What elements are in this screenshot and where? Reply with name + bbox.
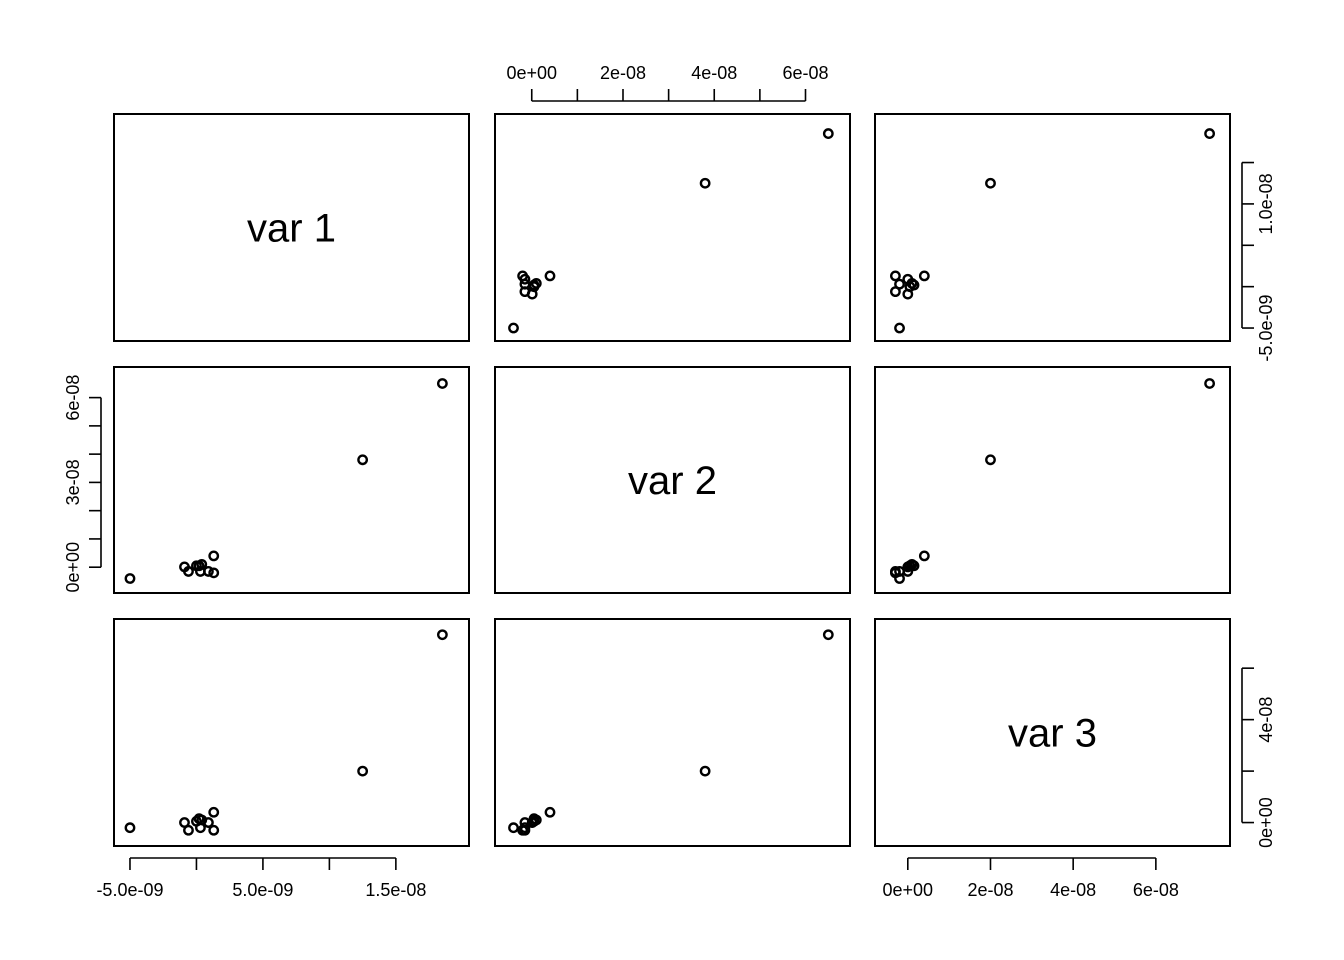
bottom-axis-var1-tick-label: 5.0e-09: [232, 880, 293, 900]
point-r2-c1-10: [208, 567, 220, 579]
right-axis-var3-tick-label: 4e-08: [1256, 697, 1276, 743]
point-r1-c3-8: [902, 273, 914, 285]
panel-r2-c3: [874, 366, 1231, 594]
point-r1-c2-9: [544, 270, 556, 282]
left-axis-var2-tick-label: 6e-08: [63, 375, 83, 421]
point-r2-c3-12: [1204, 378, 1215, 389]
right-axis-var1-tick-label: 1.0e-08: [1256, 173, 1276, 234]
point-r3-c2-10: [517, 824, 529, 836]
left-axis-var2-tick-label: 3e-08: [63, 459, 83, 505]
right-axis-var1-tick-label: -5.0e-09: [1256, 295, 1276, 362]
point-r1-c3-9: [918, 270, 930, 282]
point-r2-c1-12: [436, 378, 448, 389]
point-r2-c1-8: [203, 566, 214, 577]
left-axis-var2-tick-label: 0e+00: [63, 542, 83, 593]
point-r1-c2-1: [508, 322, 519, 334]
point-r3-c2-11: [699, 765, 711, 777]
point-r1-c2-7: [528, 279, 540, 291]
point-r2-c3-8: [902, 566, 914, 577]
point-r1-c3-1: [894, 322, 905, 334]
point-r3-c2-12: [822, 629, 834, 641]
point-r2-c1-7: [193, 560, 205, 572]
point-r1-c3-10: [890, 270, 901, 282]
point-r2-c3-10: [890, 567, 901, 579]
panel-r1-c3: [874, 113, 1231, 342]
point-r3-c2-1: [508, 822, 519, 834]
panel-r1-c1: [113, 113, 470, 342]
point-r3-c2-9: [544, 806, 556, 818]
point-r1-c3-11: [985, 177, 996, 189]
point-r3-c1-10: [208, 824, 220, 836]
top-axis-var2-tick-label: 2e-08: [600, 63, 646, 83]
point-r1-c3-12: [1204, 128, 1215, 139]
bottom-axis-var1-tick-label: -5.0e-09: [96, 880, 163, 900]
point-r3-c1-3: [183, 824, 194, 836]
bottom-axis-var3-tick-label: 0e+00: [883, 880, 934, 900]
bottom-axis-var3-tick-label: 6e-08: [1133, 880, 1179, 900]
variable-label-1: var 1: [247, 207, 336, 251]
panel-r3-c1: [113, 618, 470, 847]
panel-r3-c3: [874, 618, 1231, 847]
point-r1-c2-11: [699, 177, 711, 189]
point-r2-c1-1: [124, 573, 136, 584]
point-r1-c3-7: [908, 279, 920, 291]
top-axis-var2-tick-label: 4e-08: [691, 63, 737, 83]
top-axis-var2-tick-label: 0e+00: [506, 63, 557, 83]
panel-r2-c1: [113, 366, 470, 594]
variable-label-2: var 2: [628, 459, 717, 503]
variable-label-3: var 3: [1008, 712, 1097, 756]
panel-r3-c2: [494, 618, 851, 847]
point-r3-c1-9: [208, 806, 220, 818]
point-r3-c1-1: [124, 822, 136, 834]
point-r2-c1-11: [357, 454, 369, 466]
point-r3-c1-7: [193, 813, 205, 825]
point-r2-c3-7: [908, 560, 920, 572]
point-r2-c1-3: [183, 566, 194, 577]
bottom-axis-var1-tick-label: 1.5e-08: [365, 880, 426, 900]
top-axis-var2-tick-label: 6e-08: [782, 63, 828, 83]
point-r1-c2-10: [517, 270, 529, 282]
right-axis-var3-tick-label: 0e+00: [1256, 797, 1276, 848]
point-r3-c1-11: [357, 765, 369, 777]
bottom-axis-var3-tick-label: 2e-08: [967, 880, 1013, 900]
panel-r1-c2: [494, 113, 851, 342]
point-r2-c3-11: [985, 454, 996, 466]
point-r2-c3-9: [918, 550, 930, 562]
point-r3-c1-12: [436, 629, 448, 641]
point-r2-c1-9: [208, 550, 220, 562]
panel-r2-c2: [494, 366, 851, 594]
bottom-axis-var3-tick-label: 4e-08: [1050, 880, 1096, 900]
point-r1-c2-12: [822, 128, 834, 139]
point-r3-c2-7: [528, 813, 540, 825]
point-r1-c3-5: [894, 278, 905, 290]
point-r3-c1-8: [203, 817, 214, 828]
